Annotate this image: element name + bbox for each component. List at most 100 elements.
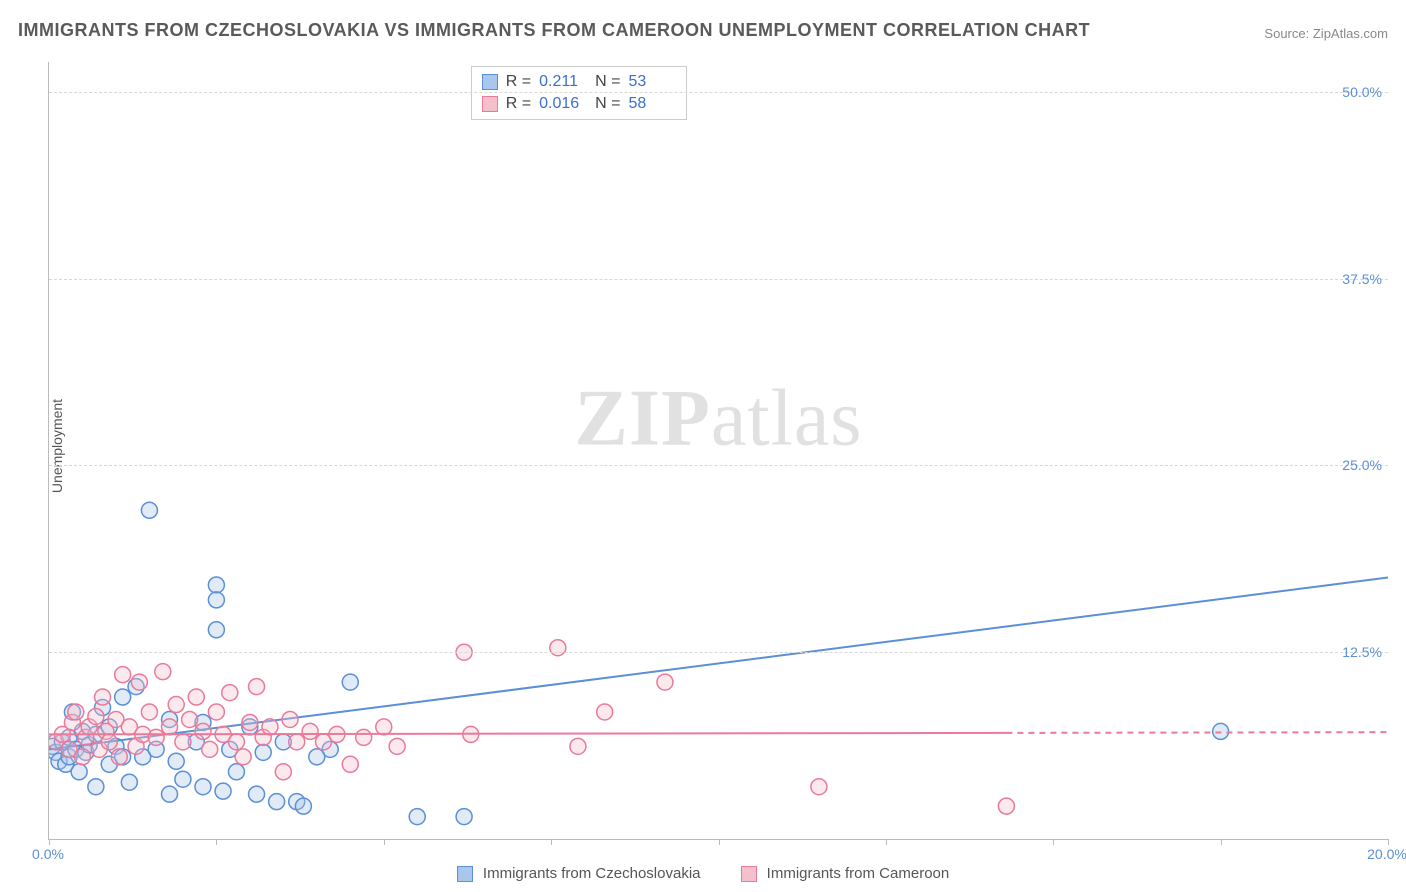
- gridline: [49, 465, 1388, 466]
- data-point-cameroon: [68, 704, 84, 720]
- data-point-cameroon: [242, 714, 258, 730]
- data-point-czech: [168, 753, 184, 769]
- x-tick: [49, 839, 50, 845]
- data-point-cameroon: [162, 719, 178, 735]
- chart-svg: [49, 62, 1388, 839]
- data-point-cameroon: [111, 749, 127, 765]
- data-point-cameroon: [275, 764, 291, 780]
- data-point-cameroon: [289, 734, 305, 750]
- data-point-czech: [456, 809, 472, 825]
- y-tick-label: 25.0%: [1342, 457, 1382, 473]
- trend-line-ext-cameroon: [1006, 732, 1388, 733]
- data-point-cameroon: [235, 749, 251, 765]
- x-tick-label-max: 20.0%: [1367, 846, 1406, 862]
- data-point-cameroon: [657, 674, 673, 690]
- stat-n-value-czech: 53: [628, 71, 676, 93]
- data-point-czech: [1213, 723, 1229, 739]
- data-point-cameroon: [570, 738, 586, 754]
- data-point-czech: [269, 794, 285, 810]
- x-tick: [216, 839, 217, 845]
- chart-title: IMMIGRANTS FROM CZECHOSLOVAKIA VS IMMIGR…: [18, 20, 1090, 41]
- x-tick: [1221, 839, 1222, 845]
- stat-swatch-cameroon: [482, 96, 498, 112]
- data-point-cameroon: [249, 679, 265, 695]
- data-point-cameroon: [302, 723, 318, 739]
- data-point-cameroon: [597, 704, 613, 720]
- legend-item-cameroon: Immigrants from Cameroon: [741, 865, 950, 882]
- data-point-cameroon: [74, 749, 90, 765]
- data-point-czech: [195, 779, 211, 795]
- data-point-czech: [162, 786, 178, 802]
- x-tick: [384, 839, 385, 845]
- stat-swatch-czech: [482, 74, 498, 90]
- data-point-cameroon: [356, 729, 372, 745]
- legend-label-czech: Immigrants from Czechoslovakia: [483, 865, 701, 882]
- data-point-cameroon: [148, 729, 164, 745]
- trend-line-cameroon: [49, 733, 1006, 734]
- x-tick: [719, 839, 720, 845]
- data-point-cameroon: [811, 779, 827, 795]
- data-point-czech: [249, 786, 265, 802]
- stat-r-label: R =: [506, 93, 531, 115]
- data-point-cameroon: [188, 689, 204, 705]
- gridline: [49, 652, 1388, 653]
- data-point-cameroon: [282, 711, 298, 727]
- data-point-cameroon: [550, 640, 566, 656]
- data-point-czech: [121, 774, 137, 790]
- data-point-czech: [409, 809, 425, 825]
- data-point-cameroon: [88, 708, 104, 724]
- data-point-czech: [88, 779, 104, 795]
- source-prefix: Source:: [1264, 26, 1309, 41]
- y-tick-label: 37.5%: [1342, 271, 1382, 287]
- data-point-cameroon: [195, 723, 211, 739]
- data-point-cameroon: [262, 719, 278, 735]
- data-point-cameroon: [175, 734, 191, 750]
- legend-swatch-czech: [457, 866, 473, 882]
- data-point-cameroon: [131, 674, 147, 690]
- data-point-cameroon: [389, 738, 405, 754]
- data-point-cameroon: [95, 689, 111, 705]
- data-point-czech: [208, 592, 224, 608]
- data-point-cameroon: [376, 719, 392, 735]
- data-point-cameroon: [101, 734, 117, 750]
- x-tick: [551, 839, 552, 845]
- stat-r-value-cameroon: 0.016: [539, 93, 587, 115]
- data-point-cameroon: [168, 697, 184, 713]
- gridline: [49, 92, 1388, 93]
- gridline: [49, 279, 1388, 280]
- data-point-cameroon: [115, 667, 131, 683]
- stat-legend-row-czech: R = 0.211 N = 53: [482, 71, 677, 93]
- data-point-cameroon: [155, 664, 171, 680]
- legend-item-czech: Immigrants from Czechoslovakia: [457, 865, 701, 882]
- correlation-legend: R = 0.211 N = 53R = 0.016 N = 58: [471, 66, 688, 120]
- stat-r-value-czech: 0.211: [539, 71, 587, 93]
- source-attribution: Source: ZipAtlas.com: [1264, 26, 1388, 41]
- y-tick-label: 50.0%: [1342, 84, 1382, 100]
- data-point-czech: [228, 764, 244, 780]
- data-point-cameroon: [342, 756, 358, 772]
- data-point-czech: [141, 502, 157, 518]
- stat-n-value-cameroon: 58: [628, 93, 676, 115]
- data-point-czech: [71, 764, 87, 780]
- data-point-czech: [208, 577, 224, 593]
- data-point-czech: [255, 744, 271, 760]
- data-point-czech: [175, 771, 191, 787]
- data-point-czech: [295, 798, 311, 814]
- data-point-czech: [115, 689, 131, 705]
- data-point-cameroon: [141, 704, 157, 720]
- source-link[interactable]: ZipAtlas.com: [1313, 26, 1388, 41]
- stat-r-label: R =: [506, 71, 531, 93]
- x-tick: [1388, 839, 1389, 845]
- data-point-cameroon: [998, 798, 1014, 814]
- data-point-cameroon: [222, 685, 238, 701]
- data-point-cameroon: [182, 711, 198, 727]
- stat-n-label: N =: [595, 71, 620, 93]
- x-tick: [1053, 839, 1054, 845]
- data-point-czech: [342, 674, 358, 690]
- plot-area: ZIPatlas R =0.211N =53R =0.016N =58 12.5…: [48, 62, 1388, 840]
- data-point-cameroon: [208, 704, 224, 720]
- data-point-czech: [215, 783, 231, 799]
- legend-label-cameroon: Immigrants from Cameroon: [767, 865, 950, 882]
- data-point-cameroon: [228, 734, 244, 750]
- x-tick-label-min: 0.0%: [32, 846, 64, 862]
